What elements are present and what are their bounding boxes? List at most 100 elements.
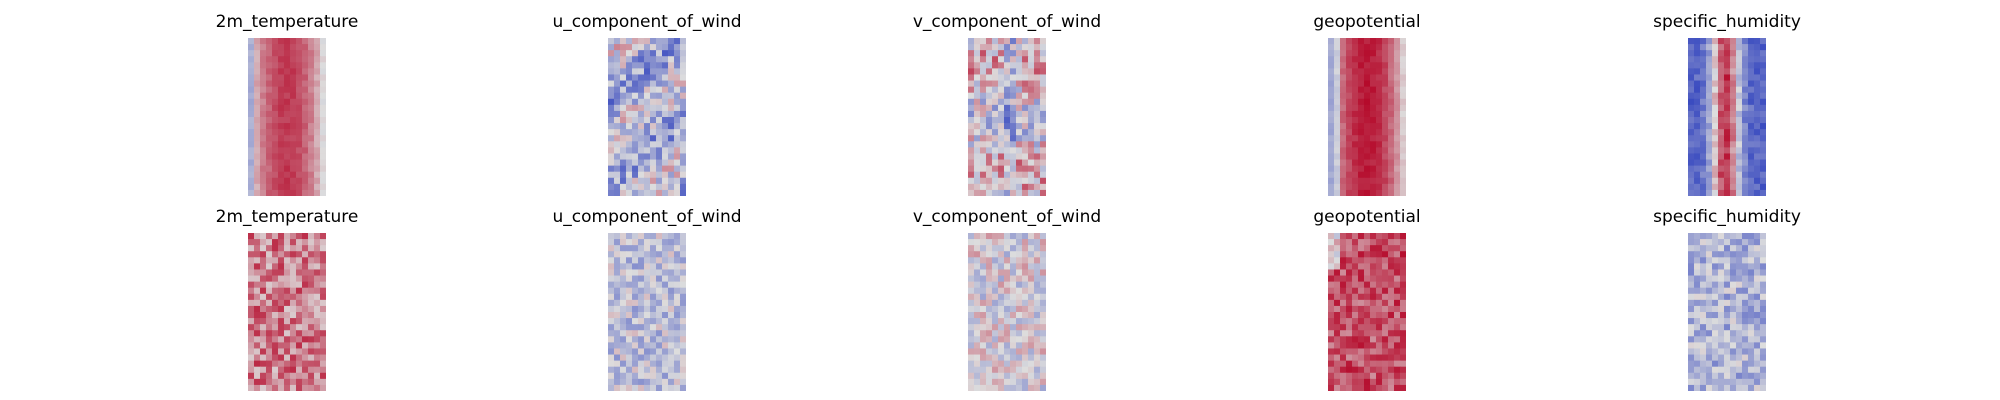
heatmap-cell [278, 62, 285, 69]
heatmap-cell [1718, 62, 1725, 69]
heatmap-cell [1736, 257, 1743, 264]
heatmap-cell [620, 177, 627, 185]
heatmap-cell [674, 141, 681, 148]
heatmap-cell [1400, 141, 1406, 148]
heatmap-cell [1340, 74, 1347, 82]
heatmap-cell [626, 305, 633, 313]
heatmap-cell [614, 336, 621, 343]
heatmap-cell [320, 62, 326, 69]
heatmap-cell [1754, 92, 1761, 100]
heatmap-cell [680, 153, 686, 161]
heatmap-cell [1400, 318, 1406, 325]
heatmap-cell [614, 372, 621, 380]
heatmap-cell [656, 354, 663, 362]
heatmap-cell [1358, 342, 1365, 350]
heatmap-cell [1004, 366, 1011, 374]
heatmap-cell [1382, 147, 1389, 155]
heatmap-cell [644, 330, 651, 337]
heatmap-cell [680, 330, 686, 337]
heatmap-cell [1040, 275, 1046, 283]
heatmap-cell [986, 153, 993, 161]
heatmap-cell [1736, 141, 1743, 148]
heatmap-cell [254, 251, 261, 258]
heatmap-cell [1022, 104, 1029, 112]
heatmap-cell [1760, 342, 1766, 350]
heatmap-cell [1022, 80, 1029, 88]
heatmap-cell [308, 348, 315, 356]
heatmap-cell [1718, 159, 1725, 167]
heatmap-cell [1688, 141, 1695, 148]
heatmap-cell [674, 147, 681, 155]
heatmap-cell [1004, 50, 1011, 57]
heatmap-cell [680, 263, 686, 271]
heatmap-cell [608, 299, 615, 307]
heatmap-cell [1010, 342, 1017, 350]
heatmap-cell [1346, 171, 1353, 179]
heatmap-cell [1370, 324, 1377, 331]
heatmap-cell [278, 86, 285, 94]
heatmap-cell [272, 110, 279, 118]
heatmap-cell [302, 336, 309, 343]
heatmap-cell [980, 129, 987, 136]
heatmap-cell [1400, 348, 1406, 356]
heatmap-cell [1028, 348, 1035, 356]
heatmap-cell [308, 110, 315, 118]
heatmap-cell [1016, 318, 1023, 325]
heatmap-cell [1394, 366, 1401, 374]
heatmap-cell [266, 366, 273, 374]
heatmap-cell [644, 153, 651, 161]
heatmap-cell [290, 104, 297, 112]
heatmap-cell [1010, 147, 1017, 155]
heatmap-cell [614, 117, 621, 124]
heatmap-cell [1736, 372, 1743, 380]
heatmap-cell [1388, 336, 1395, 343]
heatmap-cell [1346, 56, 1353, 63]
heatmap-cell [272, 56, 279, 63]
heatmap-cell [1688, 147, 1695, 155]
heatmap-cell [1700, 318, 1707, 325]
heatmap-cell [674, 287, 681, 295]
heatmap-cell [608, 86, 615, 94]
heatmap-cell [662, 92, 669, 100]
heatmap-cell [278, 171, 285, 179]
heatmap-cell [1004, 263, 1011, 271]
heatmap-cell [1388, 189, 1395, 196]
heatmap-cell [1334, 189, 1341, 196]
heatmap-cell [1754, 80, 1761, 88]
heatmap-cell [290, 171, 297, 179]
heatmap-cell [1706, 281, 1713, 289]
heatmap-cell [638, 245, 645, 252]
heatmap-cell [1694, 123, 1701, 130]
heatmap-cell [650, 281, 657, 289]
heatmap-cell [998, 56, 1005, 63]
heatmap-cell [1694, 354, 1701, 362]
heatmap-cell [1706, 324, 1713, 331]
heatmap-cell [266, 384, 273, 391]
heatmap-cell [1040, 233, 1046, 240]
heatmap-cell [1400, 305, 1406, 313]
heatmap-cell [1358, 141, 1365, 148]
heatmap-cell [650, 318, 657, 325]
heatmap-cell [614, 257, 621, 264]
heatmap-cell [1328, 50, 1335, 57]
heatmap-cell [680, 305, 686, 313]
heatmap-cell [620, 165, 627, 173]
heatmap-cell [1754, 50, 1761, 57]
heatmap-cell [968, 384, 975, 391]
heatmap-cell [1010, 239, 1017, 246]
heatmap-cell [278, 129, 285, 136]
heatmap-cell [296, 165, 303, 173]
heatmap-cell [308, 68, 315, 76]
heatmap-cell [1718, 98, 1725, 106]
heatmap-cell [290, 177, 297, 185]
heatmap-cell [1034, 312, 1041, 319]
heatmap-cell [308, 165, 315, 173]
heatmap-cell [1724, 348, 1731, 356]
heatmap-cell [1706, 251, 1713, 258]
heatmap-cell [1352, 189, 1359, 196]
heatmap-cell [248, 129, 255, 136]
heatmap-cell [986, 372, 993, 380]
heatmap-cell [1034, 360, 1041, 368]
heatmap-cell [1040, 318, 1046, 325]
heatmap-cell [1040, 153, 1046, 161]
